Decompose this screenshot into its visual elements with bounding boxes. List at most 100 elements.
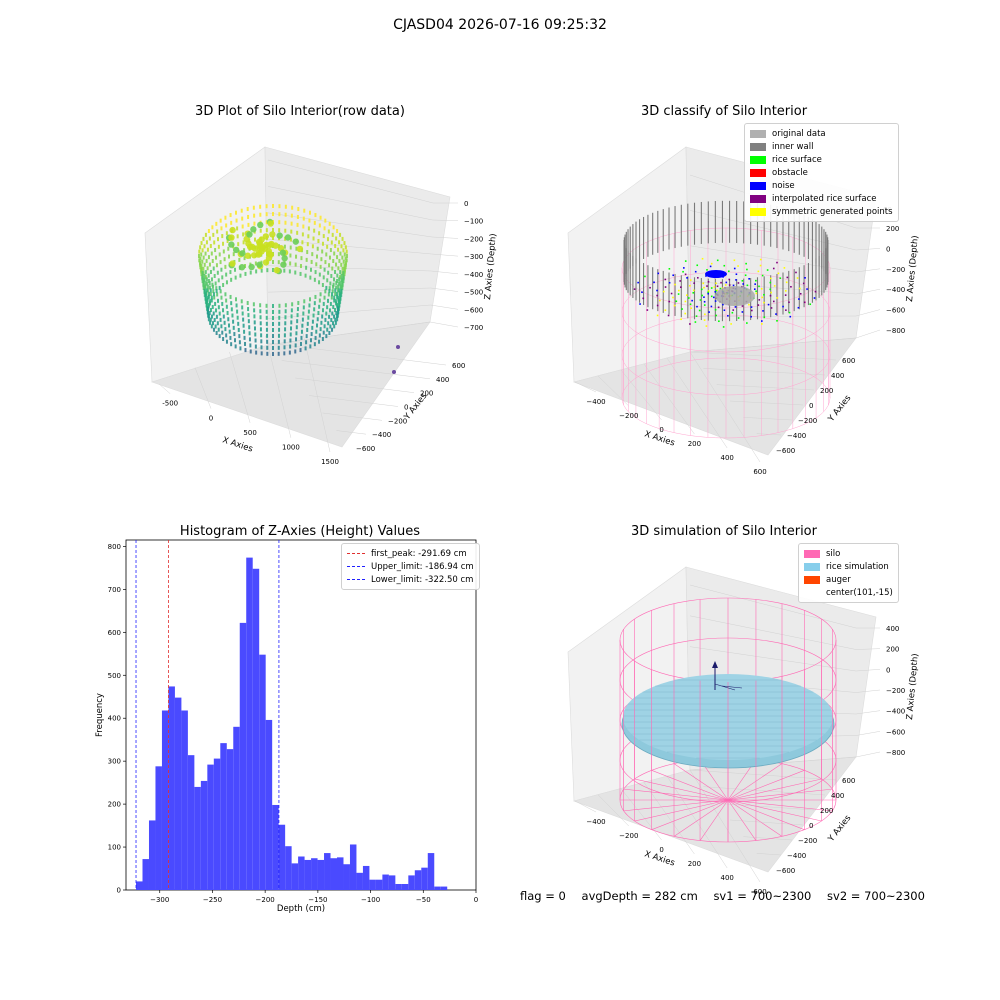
scatter-point	[328, 314, 331, 319]
scatter-point	[209, 292, 212, 296]
scatter-point	[278, 327, 281, 332]
histogram-bar	[440, 886, 448, 890]
classified-point	[806, 288, 808, 290]
scatter-point	[280, 261, 287, 268]
scatter-point	[289, 261, 292, 266]
y-tick-label: 600	[108, 629, 121, 637]
classified-point	[766, 269, 769, 271]
classified-point	[642, 297, 645, 300]
scatter-point	[242, 232, 245, 237]
scatter-point	[211, 305, 214, 309]
scatter-point	[224, 292, 227, 297]
x-tick-label: −200	[619, 412, 638, 420]
scatter-point	[335, 301, 338, 306]
scatter-point	[234, 344, 237, 349]
scatter-point	[205, 281, 208, 286]
classified-point	[769, 288, 772, 291]
legend-label: Upper_limit: -186.94 cm	[371, 561, 474, 572]
z-tick-label: −600	[886, 307, 905, 315]
classified-point	[754, 283, 756, 285]
scatter-point	[329, 324, 332, 329]
scatter-point	[277, 345, 280, 350]
scatter-point	[241, 216, 244, 221]
scatter-point	[295, 246, 298, 251]
classified-point	[758, 299, 761, 301]
scatter-point	[259, 315, 262, 320]
scatter-point	[307, 309, 310, 314]
histogram-bar	[375, 879, 383, 890]
histogram-bar	[304, 859, 312, 890]
scatter-point	[229, 294, 232, 299]
scatter-point	[318, 231, 321, 236]
scatter-point	[337, 299, 340, 304]
scatter-point	[267, 220, 274, 227]
classified-point	[803, 301, 806, 304]
classified-point	[692, 292, 695, 294]
classified-point	[684, 300, 687, 303]
y-tick-label: 400	[436, 376, 449, 384]
scatter-point	[202, 255, 205, 260]
scatter-point	[344, 245, 347, 250]
panel2-title: 3D classify of Silo Interior	[640, 104, 808, 119]
scatter-point	[204, 299, 207, 304]
scatter-point	[225, 272, 228, 277]
scatter-point	[319, 292, 322, 297]
legend-swatch	[804, 575, 820, 584]
scatter-point	[227, 317, 230, 322]
scatter-point	[235, 297, 237, 302]
classified-point	[772, 267, 775, 270]
classified-point	[733, 259, 736, 262]
y-tick-label: −400	[372, 431, 391, 439]
classified-point	[681, 308, 683, 310]
classified-point	[746, 322, 748, 324]
x-tick-label: 600	[753, 468, 766, 476]
scatter-point	[212, 311, 215, 316]
scatter-point	[232, 246, 240, 254]
y-tick-label: −200	[798, 417, 817, 425]
scatter-point	[201, 259, 204, 264]
scatter-point	[338, 288, 341, 293]
scatter-point	[326, 244, 329, 249]
x-tick-label: −150	[308, 896, 327, 904]
scatter-point	[277, 260, 280, 265]
classified-point	[788, 311, 791, 314]
scatter-point	[266, 345, 269, 350]
scatter-point	[217, 298, 220, 303]
classified-point	[776, 297, 779, 299]
legend-swatch	[347, 579, 365, 580]
scatter-point	[247, 319, 250, 324]
scatter-point	[338, 281, 341, 286]
scatter-point	[343, 263, 346, 268]
scatter-point	[202, 286, 205, 291]
x-tick-label: −400	[586, 818, 605, 826]
scatter-point	[230, 342, 233, 347]
classified-point	[707, 292, 709, 295]
classified-point	[809, 303, 812, 306]
scatter-point	[341, 255, 344, 260]
scatter-point	[223, 257, 226, 262]
classified-point	[804, 277, 806, 279]
scatter-point	[278, 303, 281, 308]
scatter-point	[284, 204, 287, 209]
histogram-bar	[239, 622, 247, 890]
scatter-point	[254, 338, 257, 343]
scatter-point	[302, 216, 305, 221]
classified-point	[730, 323, 732, 325]
scatter-point	[265, 228, 268, 233]
classified-point	[664, 309, 667, 312]
scatter-point	[297, 207, 300, 212]
classified-point	[758, 285, 760, 288]
scatter-point	[312, 236, 315, 241]
classified-point	[684, 273, 687, 276]
histogram-bar	[414, 870, 422, 890]
scatter-point	[272, 340, 274, 344]
x-tick-label: -500	[162, 400, 178, 408]
z-tick-label: −800	[886, 749, 905, 757]
classified-point	[701, 257, 704, 260]
scatter-point	[219, 317, 222, 322]
legend-label: silo	[826, 548, 841, 559]
classified-point	[751, 309, 753, 312]
p3-xlabel: Depth (cm)	[277, 904, 325, 914]
scatter-point	[225, 231, 228, 236]
scatter-point	[273, 267, 280, 274]
